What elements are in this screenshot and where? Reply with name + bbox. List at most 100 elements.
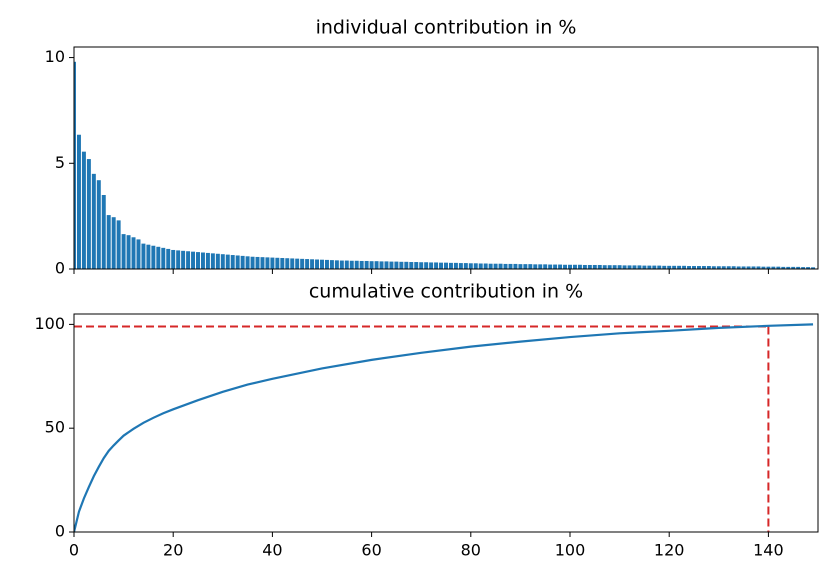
bar xyxy=(339,260,344,269)
bar xyxy=(290,258,295,269)
bar xyxy=(191,251,196,269)
bar xyxy=(374,261,379,269)
bar xyxy=(751,266,756,269)
bar xyxy=(404,261,409,269)
bar xyxy=(111,217,116,269)
bar xyxy=(131,237,136,269)
bar xyxy=(761,266,766,269)
x-tick-label: 100 xyxy=(555,541,586,560)
bar xyxy=(409,262,414,269)
bar xyxy=(275,257,280,269)
plot-area xyxy=(74,323,814,532)
bar xyxy=(324,259,329,269)
bar xyxy=(493,263,498,269)
bar xyxy=(692,266,696,269)
bar xyxy=(156,246,161,269)
bar xyxy=(771,266,776,269)
bar xyxy=(731,266,736,269)
bar xyxy=(280,258,285,269)
bar xyxy=(696,266,701,269)
bar xyxy=(587,264,592,269)
bar xyxy=(245,256,250,269)
x-tick-label: 40 xyxy=(262,541,282,560)
bar xyxy=(553,264,558,269)
bar xyxy=(592,264,597,269)
bar xyxy=(582,264,587,269)
bar xyxy=(647,265,652,269)
bar xyxy=(538,264,543,269)
bar xyxy=(453,262,458,269)
bar xyxy=(265,257,270,269)
x-tick-label: 140 xyxy=(753,541,784,560)
bar xyxy=(652,265,657,269)
bar xyxy=(220,254,225,269)
bar xyxy=(81,151,86,269)
bar xyxy=(424,262,429,269)
bar xyxy=(726,266,731,269)
bar xyxy=(106,215,111,269)
bar xyxy=(96,180,101,269)
bar xyxy=(667,265,672,269)
bar xyxy=(518,264,523,269)
bar xyxy=(200,252,205,269)
bar xyxy=(756,266,761,269)
axes-frame xyxy=(73,313,819,533)
bar xyxy=(781,266,786,269)
bar xyxy=(701,266,706,269)
bar xyxy=(196,252,200,269)
bar xyxy=(444,262,448,269)
bar xyxy=(186,251,191,269)
bar xyxy=(488,263,493,269)
bar xyxy=(399,261,404,269)
bar xyxy=(305,259,310,269)
bar xyxy=(672,265,677,269)
bar xyxy=(563,264,568,269)
bar xyxy=(334,260,339,269)
bar xyxy=(607,265,612,269)
bar xyxy=(662,265,667,269)
bar xyxy=(320,259,324,269)
bar xyxy=(706,266,711,269)
bar xyxy=(776,266,781,269)
bar xyxy=(369,261,374,269)
bar xyxy=(359,260,364,269)
bar xyxy=(572,264,577,269)
bar xyxy=(285,258,290,269)
bar xyxy=(166,248,171,269)
bar xyxy=(568,264,572,269)
plot-area xyxy=(74,61,816,269)
x-tick-label: 0 xyxy=(69,541,79,560)
bar xyxy=(468,263,473,269)
y-tick-label: 100 xyxy=(34,314,65,333)
bar xyxy=(419,262,424,269)
bar xyxy=(434,262,439,269)
chart-title: individual contribution in % xyxy=(316,17,577,39)
bar xyxy=(597,264,602,269)
y-tick-label: 0 xyxy=(55,522,65,541)
y-tick-label: 0 xyxy=(55,259,65,278)
bar xyxy=(463,263,468,269)
bar xyxy=(101,195,106,269)
bar xyxy=(310,259,315,269)
x-tick-label: 80 xyxy=(461,541,481,560)
bar xyxy=(627,265,632,269)
x-tick-label: 60 xyxy=(361,541,381,560)
bar xyxy=(255,256,260,269)
bar xyxy=(478,263,483,269)
bar xyxy=(215,253,220,269)
bar xyxy=(270,257,275,269)
bar xyxy=(602,265,607,269)
bar xyxy=(528,264,533,269)
bar xyxy=(315,259,320,269)
bar xyxy=(523,264,528,269)
bar xyxy=(230,255,235,269)
bar xyxy=(379,261,384,269)
bar xyxy=(76,134,81,269)
bar xyxy=(364,260,369,269)
bar xyxy=(716,266,721,269)
bar xyxy=(240,255,245,269)
bar xyxy=(354,260,359,269)
bar xyxy=(637,265,642,269)
bar xyxy=(548,264,553,269)
